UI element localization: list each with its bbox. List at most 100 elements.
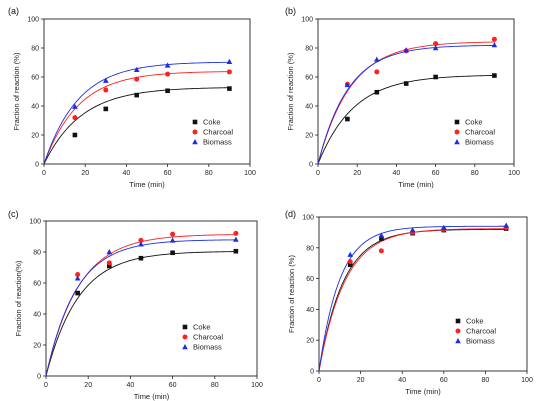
y-tick-label: 20 xyxy=(305,133,313,140)
data-point-coke xyxy=(345,116,350,122)
x-tick-label: 60 xyxy=(432,170,440,177)
legend-marker-coke xyxy=(192,119,198,125)
data-point-charcoal xyxy=(491,36,497,42)
data-point-charcoal xyxy=(103,87,109,93)
data-point-coke xyxy=(379,236,384,241)
data-point-coke xyxy=(103,106,109,112)
data-point-biomass xyxy=(344,81,351,88)
data-point-charcoal xyxy=(165,71,171,77)
plot-frame xyxy=(45,220,258,377)
legend-label-coke: Coke xyxy=(466,317,484,326)
plot-frame xyxy=(318,216,528,372)
y-tick-label: 100 xyxy=(29,219,41,226)
y-tick-label: 0 xyxy=(309,162,313,169)
legend-label-biomass: Biomass xyxy=(193,343,222,352)
data-point-charcoal xyxy=(72,115,78,121)
legend-marker-coke xyxy=(455,318,461,324)
chart-panel: (d) 0 20 40 60 80 100 0 20 40 60 80 100 Time (min) Fra… xyxy=(285,209,533,396)
chart-panel: (c) 0 20 40 60 80 100 0 20 40 60 80 100 Time (min) Fra… xyxy=(8,209,263,401)
y-tick-label: 40 xyxy=(306,307,314,314)
legend-marker-coke xyxy=(454,119,460,125)
legend-label-charcoal: Charcoal xyxy=(465,128,495,137)
data-point-coke xyxy=(374,89,380,95)
data-point-biomass xyxy=(103,77,109,83)
x-tick-label: 0 xyxy=(316,170,320,177)
data-point-charcoal xyxy=(233,230,239,236)
data-point-coke xyxy=(138,255,144,261)
data-point-biomass xyxy=(169,237,176,243)
legend-label-charcoal: Charcoal xyxy=(193,333,223,342)
panel-label: (b) xyxy=(285,6,296,16)
fit-curve-coke xyxy=(43,87,230,165)
y-tick-label: 100 xyxy=(27,17,39,24)
x-tick-label: 60 xyxy=(440,377,448,384)
legend-marker-charcoal xyxy=(182,334,188,340)
x-tick-label: 0 xyxy=(44,382,48,389)
panel-label: (c) xyxy=(8,209,19,219)
fit-curve-coke xyxy=(45,251,236,377)
x-tick-label: 80 xyxy=(482,377,490,384)
x-tick-label: 80 xyxy=(211,382,219,389)
x-tick-label: 20 xyxy=(81,170,89,177)
data-point-coke xyxy=(107,263,112,269)
x-axis-label: Time (min) xyxy=(398,180,434,189)
data-point-coke xyxy=(72,132,78,138)
data-point-biomass xyxy=(374,56,380,62)
x-tick-label: 40 xyxy=(398,377,406,384)
x-tick-label: 40 xyxy=(393,170,401,177)
data-point-biomass xyxy=(226,58,233,64)
data-point-coke xyxy=(134,92,139,98)
y-tick-label: 40 xyxy=(33,312,41,319)
y-axis-label: Fraction of reaction (%) xyxy=(287,255,296,333)
data-point-biomass xyxy=(164,62,171,68)
data-point-biomass xyxy=(133,66,140,72)
y-tick-label: 100 xyxy=(301,17,313,24)
legend-label-coke: Coke xyxy=(465,118,483,127)
legend-label-charcoal: Charcoal xyxy=(203,128,233,137)
y-tick-label: 80 xyxy=(33,250,41,257)
data-point-biomass xyxy=(403,47,409,53)
legend-label-coke: Coke xyxy=(193,323,211,332)
data-point-charcoal xyxy=(226,69,232,75)
y-axis-label: Fraction of reaction (%) xyxy=(286,52,295,130)
legend-marker-biomass xyxy=(454,139,460,145)
x-tick-label: 0 xyxy=(317,377,321,384)
legend-marker-biomass xyxy=(455,338,461,344)
legend-marker-biomass xyxy=(192,139,198,145)
y-tick-label: 20 xyxy=(306,338,314,345)
data-point-biomass xyxy=(233,236,239,242)
data-point-biomass xyxy=(378,232,385,238)
x-tick-label: 60 xyxy=(164,170,172,177)
panel-label: (d) xyxy=(285,209,296,219)
data-point-charcoal xyxy=(134,76,140,82)
fit-curve-biomass xyxy=(318,225,507,372)
data-point-coke xyxy=(347,262,353,268)
x-tick-label: 20 xyxy=(84,382,92,389)
plot-frame xyxy=(317,18,515,165)
data-point-charcoal xyxy=(347,259,353,265)
legend-label-biomass: Biomass xyxy=(466,337,495,346)
x-tick-label: 100 xyxy=(521,377,533,384)
data-point-biomass xyxy=(138,241,144,247)
data-point-biomass xyxy=(409,227,416,233)
data-point-charcoal xyxy=(170,231,176,237)
plot-frame xyxy=(43,18,251,165)
x-tick-label: 80 xyxy=(471,170,479,177)
data-point-coke xyxy=(227,86,232,91)
data-point-coke xyxy=(165,88,170,94)
legend-label-biomass: Biomass xyxy=(465,138,494,147)
chart-panel: (b) 0 20 40 60 80 100 0 20 40 60 80 100 Time (min) Fra… xyxy=(285,6,520,189)
y-tick-label: 40 xyxy=(305,104,313,111)
legend-marker-charcoal xyxy=(192,129,198,135)
data-point-biomass xyxy=(106,249,113,255)
x-tick-label: 20 xyxy=(353,170,361,177)
data-point-coke xyxy=(170,250,175,256)
y-tick-label: 0 xyxy=(310,369,314,376)
data-point-coke xyxy=(492,73,497,78)
x-tick-label: 20 xyxy=(357,377,365,384)
x-tick-label: 100 xyxy=(508,170,520,177)
y-tick-label: 80 xyxy=(305,46,313,53)
x-tick-label: 40 xyxy=(127,382,135,389)
data-point-biomass xyxy=(347,251,353,257)
